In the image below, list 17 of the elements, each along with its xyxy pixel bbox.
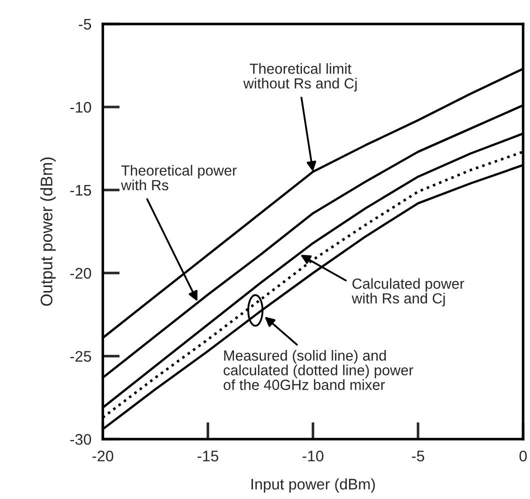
x-tick-label: -20 <box>92 450 114 462</box>
y-tick-label: -15 <box>70 185 92 196</box>
x-tick-label: -10 <box>302 450 324 462</box>
y-tick-label: -30 <box>70 434 92 445</box>
y-axis-title: Output power (dBm) <box>40 158 56 306</box>
annotation: Theoretical limit without Rs and Cj <box>243 63 357 92</box>
annotation: Calculated power with Rs and Cj <box>352 278 464 306</box>
x-tick-label: -5 <box>412 450 424 462</box>
y-tick-label: -10 <box>70 102 92 113</box>
x-tick-label: 0 <box>519 450 527 462</box>
y-tick-label: -25 <box>70 350 92 362</box>
x-axis-title: Input power (dBm) <box>252 478 375 493</box>
x-tick-label: -15 <box>198 450 218 462</box>
annotation: Theoretical power with Rs <box>120 164 237 190</box>
y-tick-label: -5 <box>78 18 92 30</box>
annotation: Measured (solid line) and calculated (dotted line) power of the 40GHz band mixer <box>224 350 414 390</box>
y-tick-label: -20 <box>70 268 92 279</box>
